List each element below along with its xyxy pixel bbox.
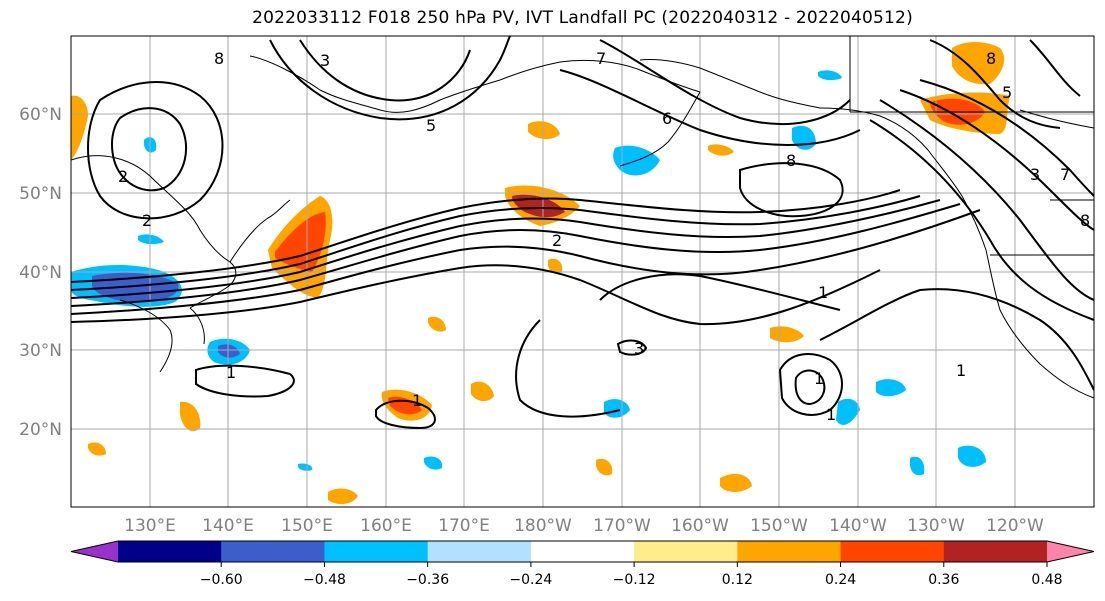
contour-label: 1 — [412, 391, 422, 410]
contour-label: 2 — [118, 167, 128, 186]
colorbar-segment — [840, 541, 945, 562]
contour-labels: 8 3 5 7 6 8 8 5 7 3 2 2 1 2 1 3 1 1 1 1 … — [118, 49, 1090, 424]
fill-positive-patch-3 — [528, 121, 560, 140]
colorbar-tick-label: 0.24 — [825, 572, 856, 588]
colorbar-segment — [118, 541, 222, 562]
fill-positive-patch-4 — [471, 381, 494, 402]
colorbar-segment — [737, 541, 842, 562]
lat-label: 30°N — [19, 341, 62, 361]
fill-positive-patch-11 — [596, 458, 613, 476]
lon-label: 170°E — [438, 516, 490, 536]
contour-label: 8 — [786, 151, 796, 170]
contour-label: 1 — [956, 361, 966, 380]
colorbar-segment — [530, 541, 635, 562]
colorbar-ticks: −0.60 −0.48 −0.36 −0.24 −0.12 0.12 0.24 0.36 0.4… — [200, 562, 1063, 588]
lon-label: 180°W — [514, 516, 572, 536]
contour-label: 2 — [552, 231, 562, 250]
fill-negative-patch-13 — [298, 463, 313, 471]
fill-positive-patch-10 — [428, 316, 446, 332]
colorbar-tick-label: −0.36 — [406, 572, 449, 588]
fill-negative-patch-8 — [910, 456, 925, 476]
lon-label: 140°W — [829, 516, 887, 536]
colorbar-tick-label: −0.24 — [509, 572, 552, 588]
fill-positive-patch-7 — [328, 488, 358, 505]
colorbar-tick-label: −0.60 — [200, 572, 243, 588]
lon-label: 130°E — [124, 516, 176, 536]
contour-label: 8 — [986, 49, 996, 68]
fill-negative-patch-1-core — [218, 344, 240, 358]
contour-label: 5 — [1002, 83, 1012, 102]
fill-positive-150e-core — [275, 212, 326, 272]
lon-label: 150°E — [281, 516, 333, 536]
fill-positive-patch-9 — [548, 258, 563, 274]
colorbar-extend-high — [1047, 541, 1094, 562]
colorbar-segment — [221, 541, 325, 562]
contour-label: 8 — [1080, 211, 1090, 230]
map-frame — [70, 35, 1095, 508]
figure-title: 2022033112 F018 250 hPa PV, IVT Landfall… — [252, 8, 913, 28]
lat-label: 50°N — [19, 184, 62, 204]
contour-label: 2 — [142, 211, 152, 230]
lon-label: 160°E — [360, 516, 412, 536]
contour-label: 1 — [818, 283, 828, 302]
fill-positive-patch-12 — [88, 442, 106, 456]
fill-negative-patch-7 — [958, 445, 986, 467]
lon-label: 160°W — [671, 516, 729, 536]
fill-positive-180-core — [512, 194, 565, 218]
lon-label: 130°W — [907, 516, 965, 536]
contour-label: 7 — [1060, 165, 1070, 184]
contour-label: 6 — [662, 109, 672, 128]
colorbar-segment — [427, 541, 532, 562]
contour-label: 3 — [1030, 165, 1040, 184]
fill-positive-patch-2 — [180, 401, 201, 432]
contour-label: 5 — [426, 116, 436, 135]
lon-label: 120°W — [986, 516, 1044, 536]
lat-label: 60°N — [19, 105, 62, 125]
fill-negative-patch-5 — [876, 379, 906, 397]
colorbar-tick-label: 0.12 — [722, 572, 753, 588]
gridlines — [71, 36, 1094, 507]
colorbar-tick-label: −0.48 — [303, 572, 346, 588]
latitude-labels: 60°N 50°N 40°N 30°N 20°N — [19, 105, 62, 440]
colorbar-tick-label: −0.12 — [613, 572, 656, 588]
fill-negative-patch-4 — [836, 398, 860, 425]
colorbar-segment — [324, 541, 429, 562]
lon-label: 170°W — [593, 516, 651, 536]
fill-positive-patch-6 — [720, 473, 752, 492]
lon-label: 150°W — [750, 516, 808, 536]
colorbar-tick-label: 0.48 — [1031, 572, 1062, 588]
lat-label: 20°N — [19, 420, 62, 440]
lat-label: 40°N — [19, 263, 62, 283]
contour-label: 3 — [634, 339, 644, 358]
fill-positive-yukon — [952, 42, 1005, 85]
lon-label: 140°E — [202, 516, 254, 536]
contour-label: 1 — [826, 405, 836, 424]
contour-label: 3 — [320, 51, 330, 70]
contour-label: 8 — [214, 49, 224, 68]
contour-label: 7 — [596, 49, 606, 68]
colorbar-tick-label: 0.36 — [928, 572, 959, 588]
fill-positive-patch-8 — [71, 95, 88, 160]
colorbar-outline — [70, 540, 1095, 563]
fill-negative-patch-10 — [818, 70, 842, 81]
fill-negative-patch-11 — [138, 234, 164, 245]
colorbar-segment — [634, 541, 738, 562]
fill-positive-patch-13 — [708, 144, 734, 156]
fill-negative-patch-9 — [424, 456, 443, 470]
longitude-labels: 130°E 140°E 150°E 160°E 170°E 180°W 170°… — [124, 516, 1044, 536]
contour-label: 1 — [814, 369, 824, 388]
ivt-contours — [71, 36, 1094, 430]
contour-label: 1 — [226, 363, 236, 382]
colorbar-segment — [943, 541, 1048, 562]
colorbar-extend-low — [71, 541, 118, 562]
colorbar — [70, 540, 1095, 563]
